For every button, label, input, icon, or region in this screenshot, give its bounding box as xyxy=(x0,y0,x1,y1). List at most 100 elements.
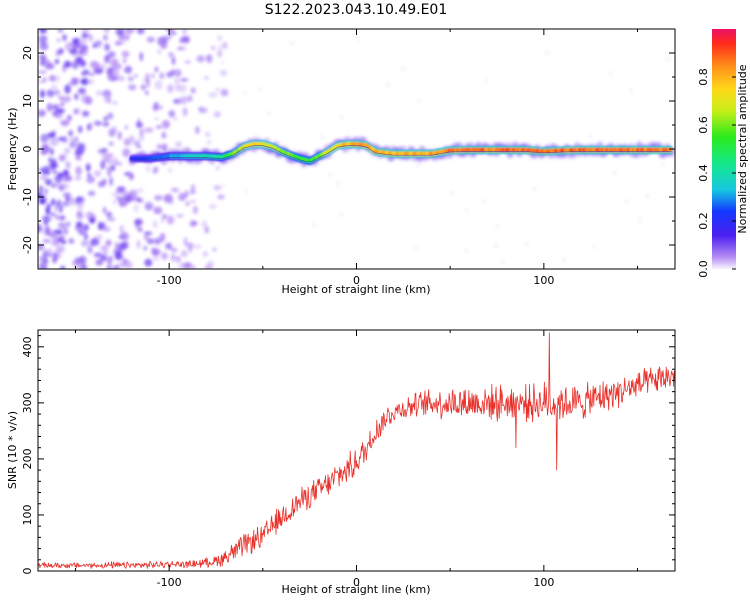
noise-speck xyxy=(154,195,163,201)
noise-speck xyxy=(68,42,76,46)
noise-speck xyxy=(54,59,60,64)
noise-speck xyxy=(39,53,47,62)
noise-speck xyxy=(75,148,84,156)
noise-speck xyxy=(416,163,420,167)
noise-speck xyxy=(61,96,71,103)
noise-speck xyxy=(169,31,177,35)
noise-speckle-group xyxy=(38,29,669,269)
noise-speck xyxy=(167,32,172,40)
colorbar-tick-label: 0.2 xyxy=(697,212,710,230)
noise-speck xyxy=(75,107,81,115)
noise-speck xyxy=(78,87,86,95)
noise-speck xyxy=(191,221,198,226)
noise-speck xyxy=(89,60,99,69)
noise-speck xyxy=(188,245,192,253)
noise-speck xyxy=(170,253,176,262)
noise-speck xyxy=(482,199,485,203)
noise-speck xyxy=(159,72,165,80)
noise-speck xyxy=(182,107,188,117)
noise-speck xyxy=(103,97,109,103)
noise-speck xyxy=(63,147,70,156)
noise-speck xyxy=(57,38,61,42)
noise-speck xyxy=(609,72,612,76)
noise-speck xyxy=(115,29,125,36)
noise-speck xyxy=(81,29,90,34)
noise-speck xyxy=(138,135,145,142)
noise-speck xyxy=(55,50,61,58)
noise-speck xyxy=(267,111,271,115)
snr-x-axis-label: Height of straight line (km) xyxy=(281,583,430,596)
noise-speck xyxy=(134,73,138,79)
noise-speck xyxy=(39,42,49,51)
noise-speck xyxy=(184,60,191,64)
noise-speck xyxy=(163,194,173,203)
noise-speck xyxy=(61,176,66,181)
noise-speck xyxy=(47,132,56,139)
noise-speck xyxy=(49,148,54,156)
noise-speck xyxy=(108,141,114,146)
noise-speck xyxy=(451,191,454,195)
noise-speck xyxy=(103,116,108,122)
noise-speck xyxy=(312,223,316,227)
noise-speck xyxy=(79,255,87,265)
y-tick-label: -10 xyxy=(21,188,34,206)
noise-speck xyxy=(44,220,48,226)
noise-speck xyxy=(215,166,220,170)
noise-speck xyxy=(56,74,60,83)
noise-speck xyxy=(166,215,175,225)
spectrogram-x-axis-label: Height of straight line (km) xyxy=(281,283,430,296)
noise-speck xyxy=(661,162,665,166)
noise-speck xyxy=(49,75,56,79)
noise-speck xyxy=(71,61,79,70)
y-tick-label: 0 xyxy=(21,568,34,575)
noise-speck xyxy=(88,124,93,130)
noise-speck xyxy=(208,92,218,98)
noise-speck xyxy=(175,141,182,148)
noise-speck xyxy=(128,172,134,181)
noise-speck xyxy=(63,192,71,198)
noise-speck xyxy=(102,122,110,127)
noise-speck xyxy=(177,46,187,51)
noise-speck xyxy=(51,104,60,110)
noise-speck xyxy=(64,60,72,68)
noise-speck xyxy=(84,96,93,105)
noise-speck xyxy=(86,176,95,184)
spectrogram-y-axis-label: Frequency (Hz) xyxy=(6,108,19,191)
noise-speck xyxy=(43,258,49,265)
noise-speck xyxy=(55,91,61,95)
noise-speck xyxy=(61,201,70,207)
noise-speck xyxy=(38,70,47,74)
noise-speck xyxy=(222,41,227,48)
colorbar-tick-label: 0.6 xyxy=(697,116,710,134)
noise-speck xyxy=(337,182,340,186)
noise-speck xyxy=(62,34,66,39)
x-tick-label: 0 xyxy=(353,274,360,287)
noise-speck xyxy=(340,115,344,119)
noise-speck xyxy=(98,182,106,188)
y-tick-label: 200 xyxy=(21,448,34,469)
noise-speck xyxy=(213,111,221,118)
noise-speck xyxy=(175,214,184,218)
noise-speck xyxy=(484,79,488,82)
noise-speck xyxy=(152,220,158,229)
noise-speck xyxy=(69,137,75,141)
noise-speck xyxy=(143,79,151,82)
noise-speck xyxy=(95,234,103,240)
noise-speck xyxy=(178,192,187,202)
noise-speck xyxy=(168,168,172,173)
noise-speck xyxy=(64,84,71,94)
noise-speck xyxy=(145,91,149,95)
x-tick-label: 100 xyxy=(533,274,554,287)
noise-speck xyxy=(57,222,67,229)
noise-speck xyxy=(121,33,130,41)
noise-speck xyxy=(151,248,159,256)
noise-speck xyxy=(625,199,628,203)
noise-speck xyxy=(77,125,83,134)
noise-speck xyxy=(113,199,117,205)
noise-speck xyxy=(107,256,114,261)
noise-speck xyxy=(162,143,168,153)
y-tick-label: 300 xyxy=(21,392,34,413)
noise-speck xyxy=(80,78,90,85)
colorbar-tick-label: 0.4 xyxy=(697,164,710,182)
noise-speck xyxy=(154,117,159,121)
